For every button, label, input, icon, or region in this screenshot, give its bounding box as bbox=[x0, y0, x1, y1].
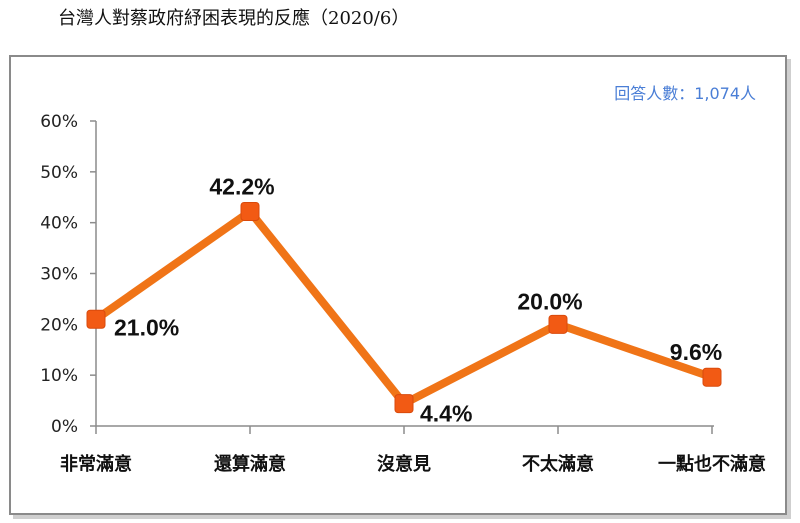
x-tick-label: 非常滿意 bbox=[60, 453, 132, 475]
data-label: 42.2% bbox=[209, 173, 274, 199]
y-tick-label: 0% bbox=[51, 417, 78, 437]
y-tick-label: 40% bbox=[40, 214, 78, 234]
data-point-marker bbox=[240, 201, 260, 221]
data-labels: 21.0% 42.2% 4.4% 20.0% 9.6% bbox=[114, 173, 722, 426]
respondent-count: 回答人數：1,074人 bbox=[614, 84, 756, 103]
data-label: 20.0% bbox=[517, 288, 582, 314]
y-tick-label: 60% bbox=[40, 112, 78, 132]
data-point-marker bbox=[548, 314, 568, 334]
y-tick-label: 30% bbox=[40, 265, 78, 285]
y-tick-label: 50% bbox=[40, 163, 78, 183]
y-tick-label: 10% bbox=[40, 366, 78, 386]
x-tick-label: 沒意見 bbox=[377, 453, 431, 475]
page-title: 台灣人對蔡政府紓困表現的反應（2020/6） bbox=[58, 8, 410, 29]
x-tick-label: 一點也不滿意 bbox=[658, 453, 766, 475]
x-tick-label: 還算滿意 bbox=[214, 453, 286, 475]
data-point-marker bbox=[702, 367, 722, 387]
chart-frame bbox=[9, 55, 787, 515]
data-label: 9.6% bbox=[670, 339, 722, 365]
series-line-path bbox=[92, 207, 716, 408]
data-point-marker bbox=[86, 309, 106, 329]
x-tick-label: 不太滿意 bbox=[522, 453, 594, 475]
data-point-marker bbox=[394, 394, 414, 414]
data-label: 4.4% bbox=[420, 401, 472, 427]
series-line bbox=[92, 207, 716, 408]
axes: 0% 10% 20% 30% 40% 50% 60% 非常滿意 還算滿意 沒意見 不太滿意 一點也不滿… bbox=[40, 112, 766, 475]
markers bbox=[86, 201, 722, 414]
y-tick-label: 20% bbox=[40, 315, 78, 335]
data-label: 21.0% bbox=[114, 314, 179, 340]
